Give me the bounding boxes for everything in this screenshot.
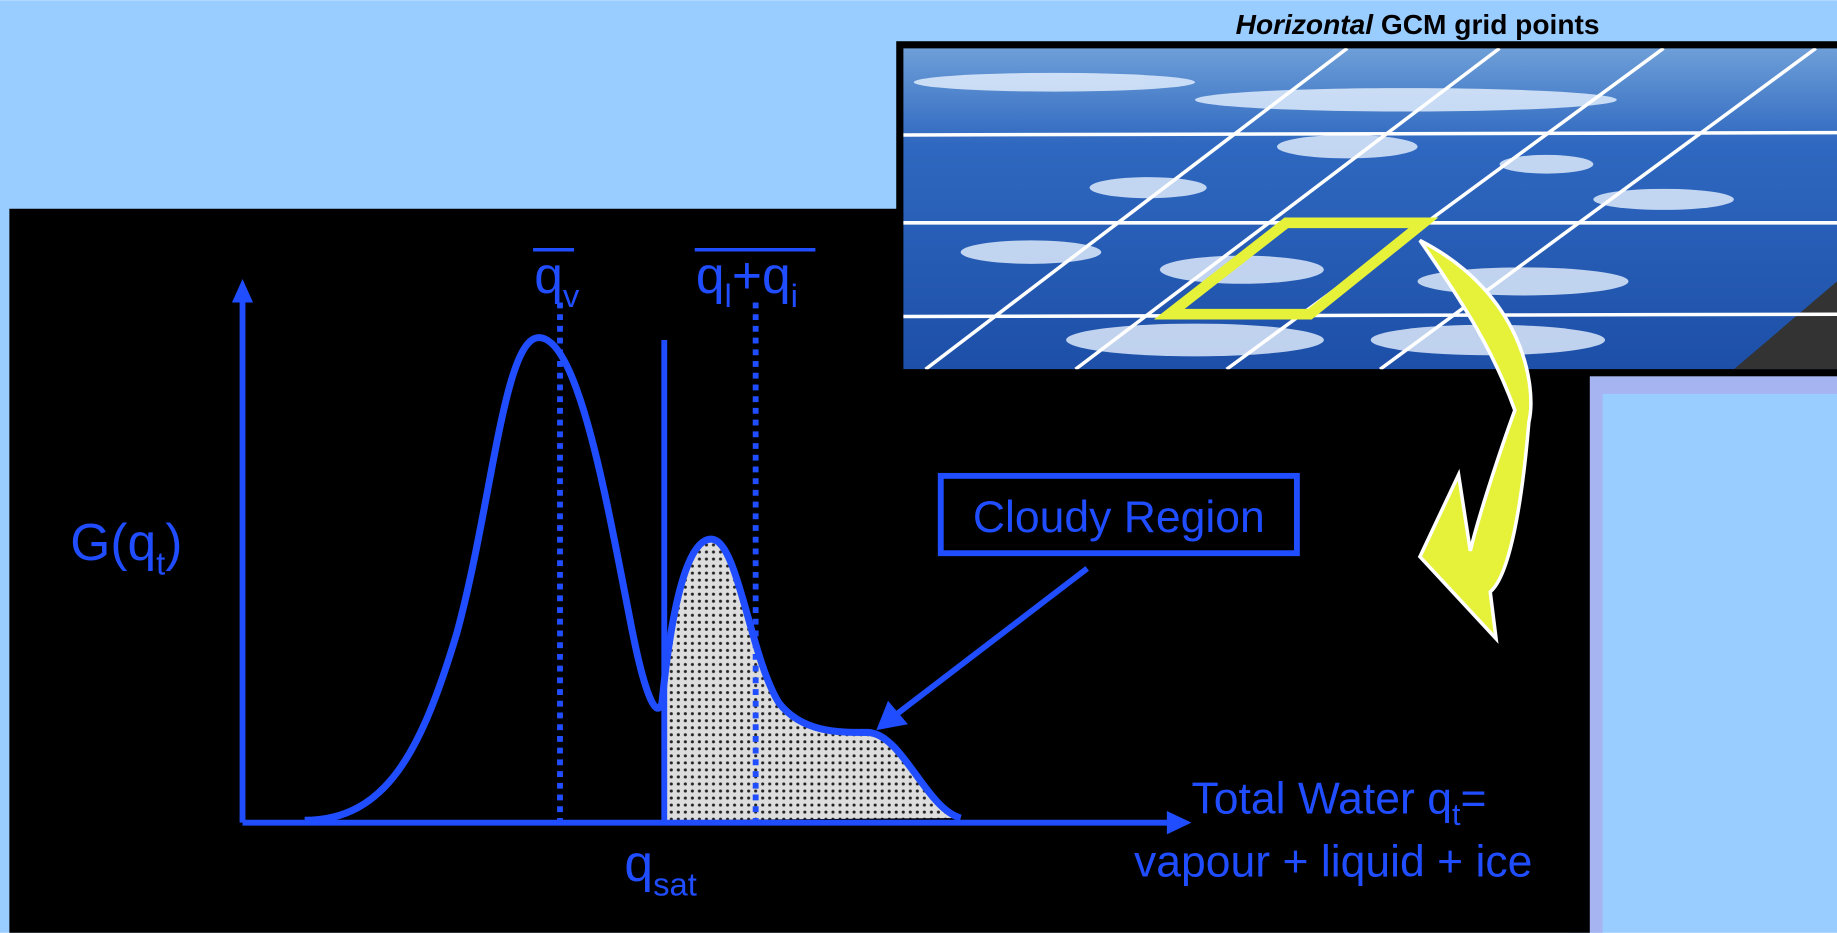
callout-label: Cloudy Region — [973, 493, 1265, 542]
y-axis-label: G(qt) — [70, 513, 182, 581]
page: Horizontal GCM grid points G(qt) qv ql+q… — [0, 0, 1837, 933]
condensate-mean-label: ql+qi — [696, 246, 798, 314]
photo — [903, 48, 1837, 369]
x-axis-label-line2: vapour + liquid + ice — [1134, 838, 1532, 887]
photo-caption: Horizontal GCM grid points — [1236, 9, 1600, 40]
slide: Horizontal GCM grid points G(qt) qv ql+q… — [0, 0, 1837, 933]
